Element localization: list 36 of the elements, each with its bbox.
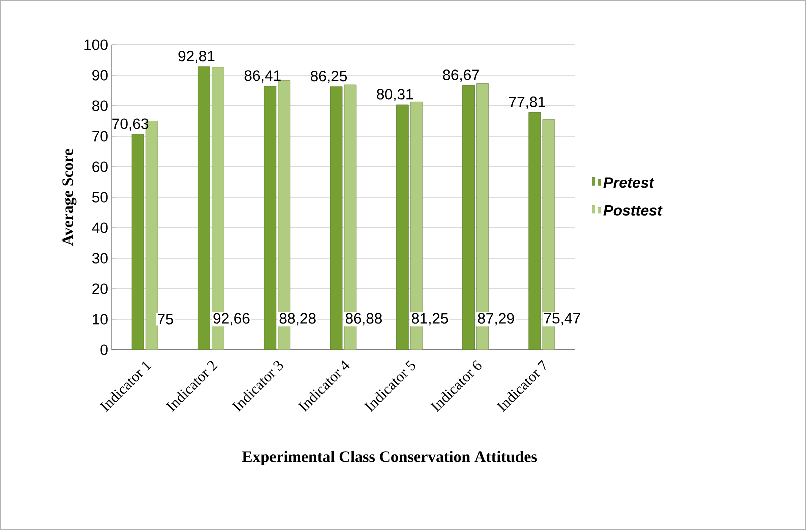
data-label: 70,63 bbox=[112, 118, 149, 132]
data-label: 86,25 bbox=[310, 71, 348, 84]
y-tick-label: 20 bbox=[92, 284, 108, 294]
y-tick-label: 30 bbox=[92, 253, 108, 264]
y-tick-label: 40 bbox=[92, 222, 108, 234]
data-label: 92,66 bbox=[214, 313, 250, 326]
data-label: 77,81 bbox=[509, 96, 546, 110]
data-label: 86,88 bbox=[346, 313, 382, 326]
bar bbox=[330, 86, 343, 350]
data-label: 75,47 bbox=[544, 313, 580, 326]
bar bbox=[462, 85, 475, 350]
bar bbox=[396, 104, 409, 350]
bar bbox=[264, 86, 277, 350]
data-label: 87,29 bbox=[478, 313, 514, 326]
bar bbox=[198, 66, 210, 350]
data-label: 86,41 bbox=[244, 70, 281, 83]
y-tick-label: 80 bbox=[92, 100, 108, 112]
bar bbox=[132, 134, 144, 350]
y-tick-label: 50 bbox=[92, 192, 108, 203]
y-tick-label: 10 bbox=[93, 314, 108, 325]
data-label: 92,81 bbox=[178, 51, 215, 64]
data-label: 86,67 bbox=[443, 70, 480, 82]
legend-label: Pretest bbox=[604, 178, 655, 188]
x-axis-title: Experimental Class Conservation Attitudes bbox=[242, 451, 538, 466]
data-label: 75 bbox=[158, 314, 174, 325]
y-tick-label: 0 bbox=[100, 344, 108, 356]
data-label: 88,28 bbox=[280, 313, 316, 326]
y-axis-title: Average Score bbox=[62, 149, 77, 246]
legend-label: Posttest bbox=[604, 205, 663, 216]
bar bbox=[528, 112, 542, 350]
y-tick-label: 90 bbox=[92, 70, 108, 81]
y-tick-label: 60 bbox=[92, 162, 108, 172]
y-tick-label: 100 bbox=[84, 40, 108, 50]
data-label: 80,31 bbox=[377, 89, 414, 102]
y-tick-label: 70 bbox=[92, 131, 108, 142]
data-label: 81,25 bbox=[412, 313, 448, 326]
